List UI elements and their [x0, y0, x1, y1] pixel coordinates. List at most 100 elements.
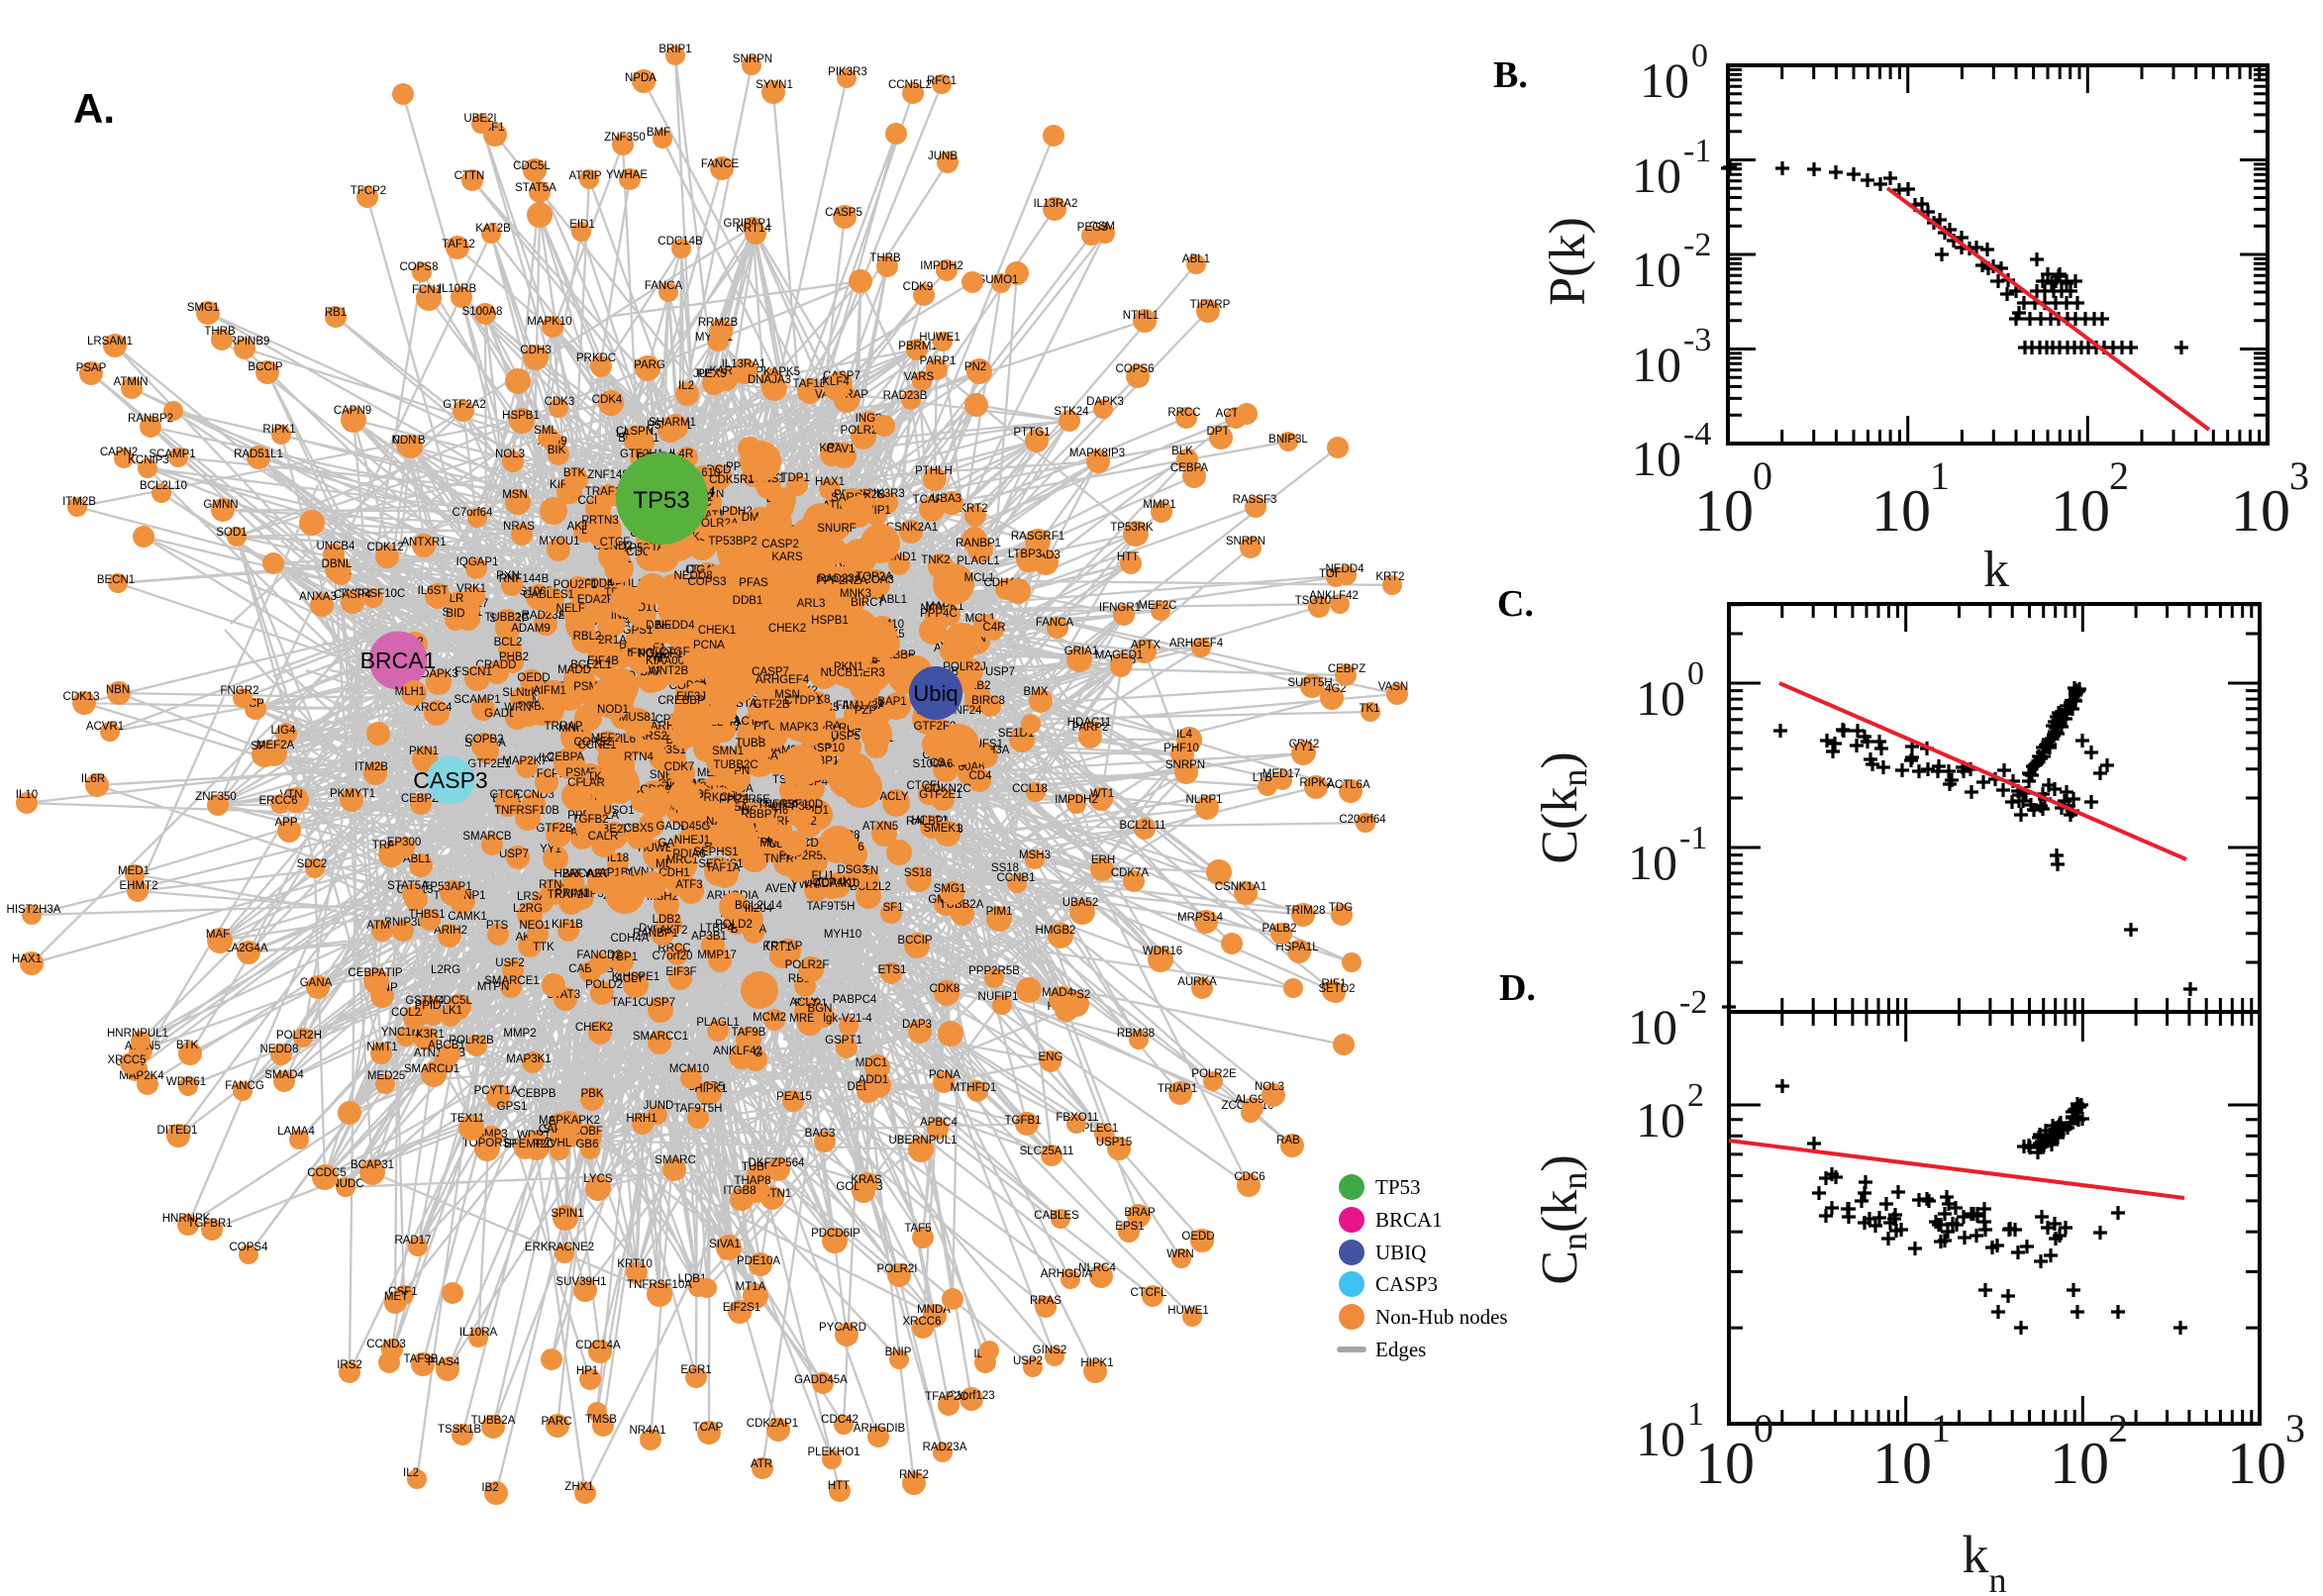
svg-text:NEDD8: NEDD8 [260, 1044, 299, 1055]
svg-text:GSPT1: GSPT1 [825, 1035, 862, 1047]
svg-text:ACLY: ACLY [615, 973, 645, 985]
svg-text:CDC14A: CDC14A [575, 1340, 621, 1351]
svg-text:CTCFL: CTCFL [1130, 1287, 1167, 1299]
svg-text:ZNF350: ZNF350 [604, 132, 646, 144]
svg-text:IL6ST: IL6ST [418, 585, 449, 597]
svg-text:10: 10 [1871, 478, 1931, 544]
svg-text:AURKA: AURKA [1177, 976, 1217, 988]
svg-text:C7orf20: C7orf20 [653, 950, 693, 962]
svg-text:HMGB2: HMGB2 [1036, 925, 1076, 937]
svg-text:B.: B. [1493, 54, 1528, 96]
svg-text:PALB2: PALB2 [1262, 923, 1297, 935]
svg-text:SML: SML [534, 425, 557, 437]
svg-text:TGFBR1: TGFBR1 [187, 1218, 232, 1230]
svg-text:USF2: USF2 [495, 957, 524, 969]
svg-text:CASP4: CASP4 [334, 589, 371, 601]
svg-text:SPIN1: SPIN1 [551, 1208, 583, 1220]
svg-text:SIVA1: SIVA1 [709, 1239, 741, 1250]
svg-text:PEA15: PEA15 [776, 1091, 812, 1103]
svg-text:HIPK1: HIPK1 [1080, 1357, 1113, 1369]
svg-text:DKFZP564: DKFZP564 [749, 1157, 805, 1169]
svg-text:GPS1: GPS1 [623, 625, 654, 637]
svg-text:POLR2I: POLR2I [877, 1263, 918, 1275]
svg-text:PLEKHO1: PLEKHO1 [807, 1446, 859, 1458]
svg-text:CDH3: CDH3 [520, 345, 551, 356]
svg-text:LDB2: LDB2 [653, 914, 681, 926]
svg-text:FANCE: FANCE [701, 158, 740, 170]
svg-text:MNDA: MNDA [917, 1304, 951, 1316]
svg-text:CHEK1: CHEK1 [698, 625, 736, 637]
svg-text:LAMA4: LAMA4 [277, 1126, 315, 1138]
svg-text:EGR1: EGR1 [680, 1364, 711, 1376]
svg-text:CTCF: CTCF [600, 537, 631, 549]
svg-text:TDG: TDG [1329, 902, 1353, 914]
svg-text:SMARCB: SMARCB [462, 831, 512, 843]
svg-text:BLK: BLK [1171, 446, 1193, 457]
svg-text:HNRNPK: HNRNPK [162, 1213, 211, 1225]
svg-text:EFEMP2: EFEMP2 [504, 1139, 550, 1150]
svg-text:PDE10A: PDE10A [737, 1255, 780, 1267]
svg-text:ADD1: ADD1 [858, 1074, 889, 1086]
svg-text:COPS4: COPS4 [230, 1242, 269, 1253]
svg-text:USO1: USO1 [603, 805, 634, 817]
svg-text:THBS1: THBS1 [408, 909, 445, 921]
svg-text:CEBPA: CEBPA [1170, 462, 1208, 474]
svg-text:MRPS14: MRPS14 [1177, 912, 1224, 924]
svg-text:Ifi204: Ifi204 [745, 903, 773, 915]
svg-text:GTF2B: GTF2B [536, 823, 572, 835]
svg-text:MAPK8IP3: MAPK8IP3 [1069, 448, 1125, 459]
svg-text:0: 0 [1754, 1406, 1773, 1450]
svg-text:CTDP1: CTDP1 [772, 472, 810, 484]
svg-text:CEBPATIP: CEBPATIP [348, 967, 402, 979]
svg-text:PIM1: PIM1 [986, 906, 1013, 918]
svg-text:POU2F1: POU2F1 [639, 648, 683, 660]
svg-text:KARS: KARS [771, 551, 803, 563]
svg-text:POLR2F: POLR2F [785, 959, 830, 971]
svg-text:BCAP31: BCAP31 [351, 1159, 394, 1171]
svg-text:10: 10 [2227, 1431, 2286, 1496]
svg-text:CLSPN: CLSPN [616, 426, 654, 438]
svg-text:0: 0 [1753, 453, 1772, 498]
svg-text:NPDA: NPDA [625, 72, 656, 84]
svg-text:ATR: ATR [751, 1458, 772, 1470]
svg-text:EHMT2: EHMT2 [120, 880, 158, 892]
svg-text:COPS2: COPS2 [574, 737, 613, 748]
svg-text:EIF2S1: EIF2S1 [723, 1302, 760, 1314]
svg-text:RBL2: RBL2 [573, 631, 602, 643]
svg-text:MET: MET [384, 1291, 408, 1303]
svg-text:BID: BID [446, 608, 464, 620]
svg-text:MYH10: MYH10 [824, 929, 861, 941]
svg-text:PXN: PXN [496, 570, 520, 582]
svg-text:ARHGDIB: ARHGDIB [854, 1423, 906, 1435]
svg-text:NLRC4: NLRC4 [1078, 1262, 1116, 1274]
svg-text:TAF1C: TAF1C [611, 997, 647, 1009]
svg-text:THRB: THRB [869, 252, 901, 264]
svg-text:HIPK1: HIPK1 [694, 1083, 727, 1095]
svg-text:RASGRF1: RASGRF1 [1011, 531, 1064, 543]
svg-text:COPS6: COPS6 [1116, 363, 1155, 375]
svg-text:ERH: ERH [1091, 854, 1115, 866]
svg-text:MED17: MED17 [1262, 768, 1300, 780]
svg-text:CDC14B: CDC14B [657, 236, 703, 248]
svg-text:IRS2: IRS2 [337, 1359, 362, 1371]
svg-text:RANBP2: RANBP2 [128, 413, 173, 425]
svg-text:CAPN2: CAPN2 [100, 447, 138, 458]
svg-text:CSNK1A1: CSNK1A1 [1215, 881, 1266, 893]
svg-text:PARP2: PARP2 [1072, 722, 1109, 734]
svg-text:POLR2B: POLR2B [449, 1035, 494, 1047]
svg-text:C(kn): C(kn) [1532, 751, 1594, 863]
svg-text:TOPORS: TOPORS [462, 1138, 511, 1149]
svg-text:SMARC: SMARC [655, 1154, 696, 1166]
svg-text:USP7: USP7 [985, 666, 1015, 678]
svg-text:C20orf64: C20orf64 [1339, 814, 1386, 826]
svg-text:IL2: IL2 [678, 380, 694, 392]
svg-text:PTS: PTS [486, 920, 509, 932]
svg-text:TAF9B: TAF9B [732, 1027, 766, 1039]
svg-text:GINS2: GINS2 [1033, 1345, 1067, 1356]
svg-text:KRAS: KRAS [851, 1174, 882, 1186]
svg-text:IL10: IL10 [16, 789, 38, 801]
svg-text:IMPDH2: IMPDH2 [1055, 794, 1097, 806]
svg-text:CEBPB: CEBPB [518, 1088, 556, 1100]
svg-text:NEO1: NEO1 [519, 920, 550, 932]
svg-text:WNT2B: WNT2B [649, 665, 689, 677]
